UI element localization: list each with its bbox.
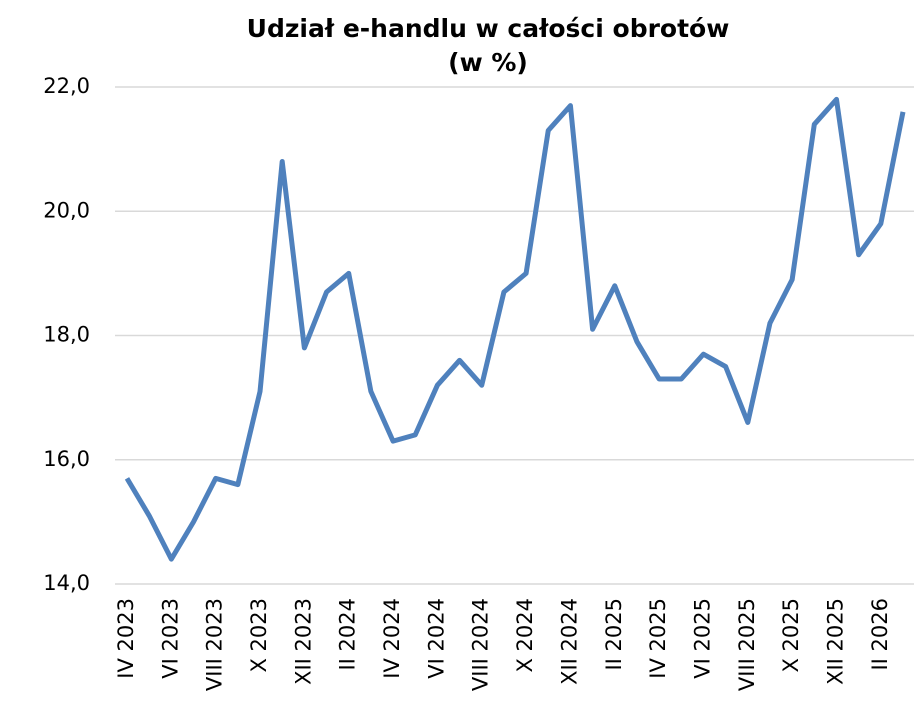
- chart-title: Udział e-handlu w całości obrotów: [247, 14, 730, 43]
- x-tick-label: XII 2023: [291, 598, 315, 685]
- x-tick-label: II 2025: [602, 598, 626, 671]
- x-tick-label: VI 2025: [690, 598, 714, 679]
- x-tick-label: XII 2025: [823, 598, 847, 685]
- x-tick-label: IV 2025: [646, 598, 670, 679]
- x-tick-label: X 2024: [513, 598, 537, 673]
- x-tick-label: IV 2024: [380, 598, 404, 679]
- data-line: [124, 96, 906, 562]
- chart-subtitle: (w %): [448, 48, 528, 77]
- x-tick-label: XII 2024: [557, 598, 581, 685]
- x-tick-label: X 2025: [779, 598, 803, 673]
- x-tick-label: VI 2024: [424, 598, 448, 679]
- y-tick-label: 18,0: [43, 323, 90, 347]
- y-tick-label: 22,0: [43, 74, 90, 98]
- y-tick-label: 16,0: [43, 447, 90, 471]
- x-tick-label: II 2024: [336, 598, 360, 671]
- x-tick-label: IV 2023: [114, 598, 138, 679]
- x-tick-label: VI 2023: [158, 598, 182, 679]
- y-tick-label: 20,0: [43, 198, 90, 222]
- x-tick-label: II 2026: [868, 598, 892, 671]
- x-tick-label: VIII 2025: [735, 598, 759, 691]
- x-tick-label: VIII 2024: [469, 598, 493, 691]
- x-tick-label: X 2023: [247, 598, 271, 673]
- y-tick-label: 14,0: [43, 571, 90, 595]
- x-tick-label: VIII 2023: [203, 598, 227, 691]
